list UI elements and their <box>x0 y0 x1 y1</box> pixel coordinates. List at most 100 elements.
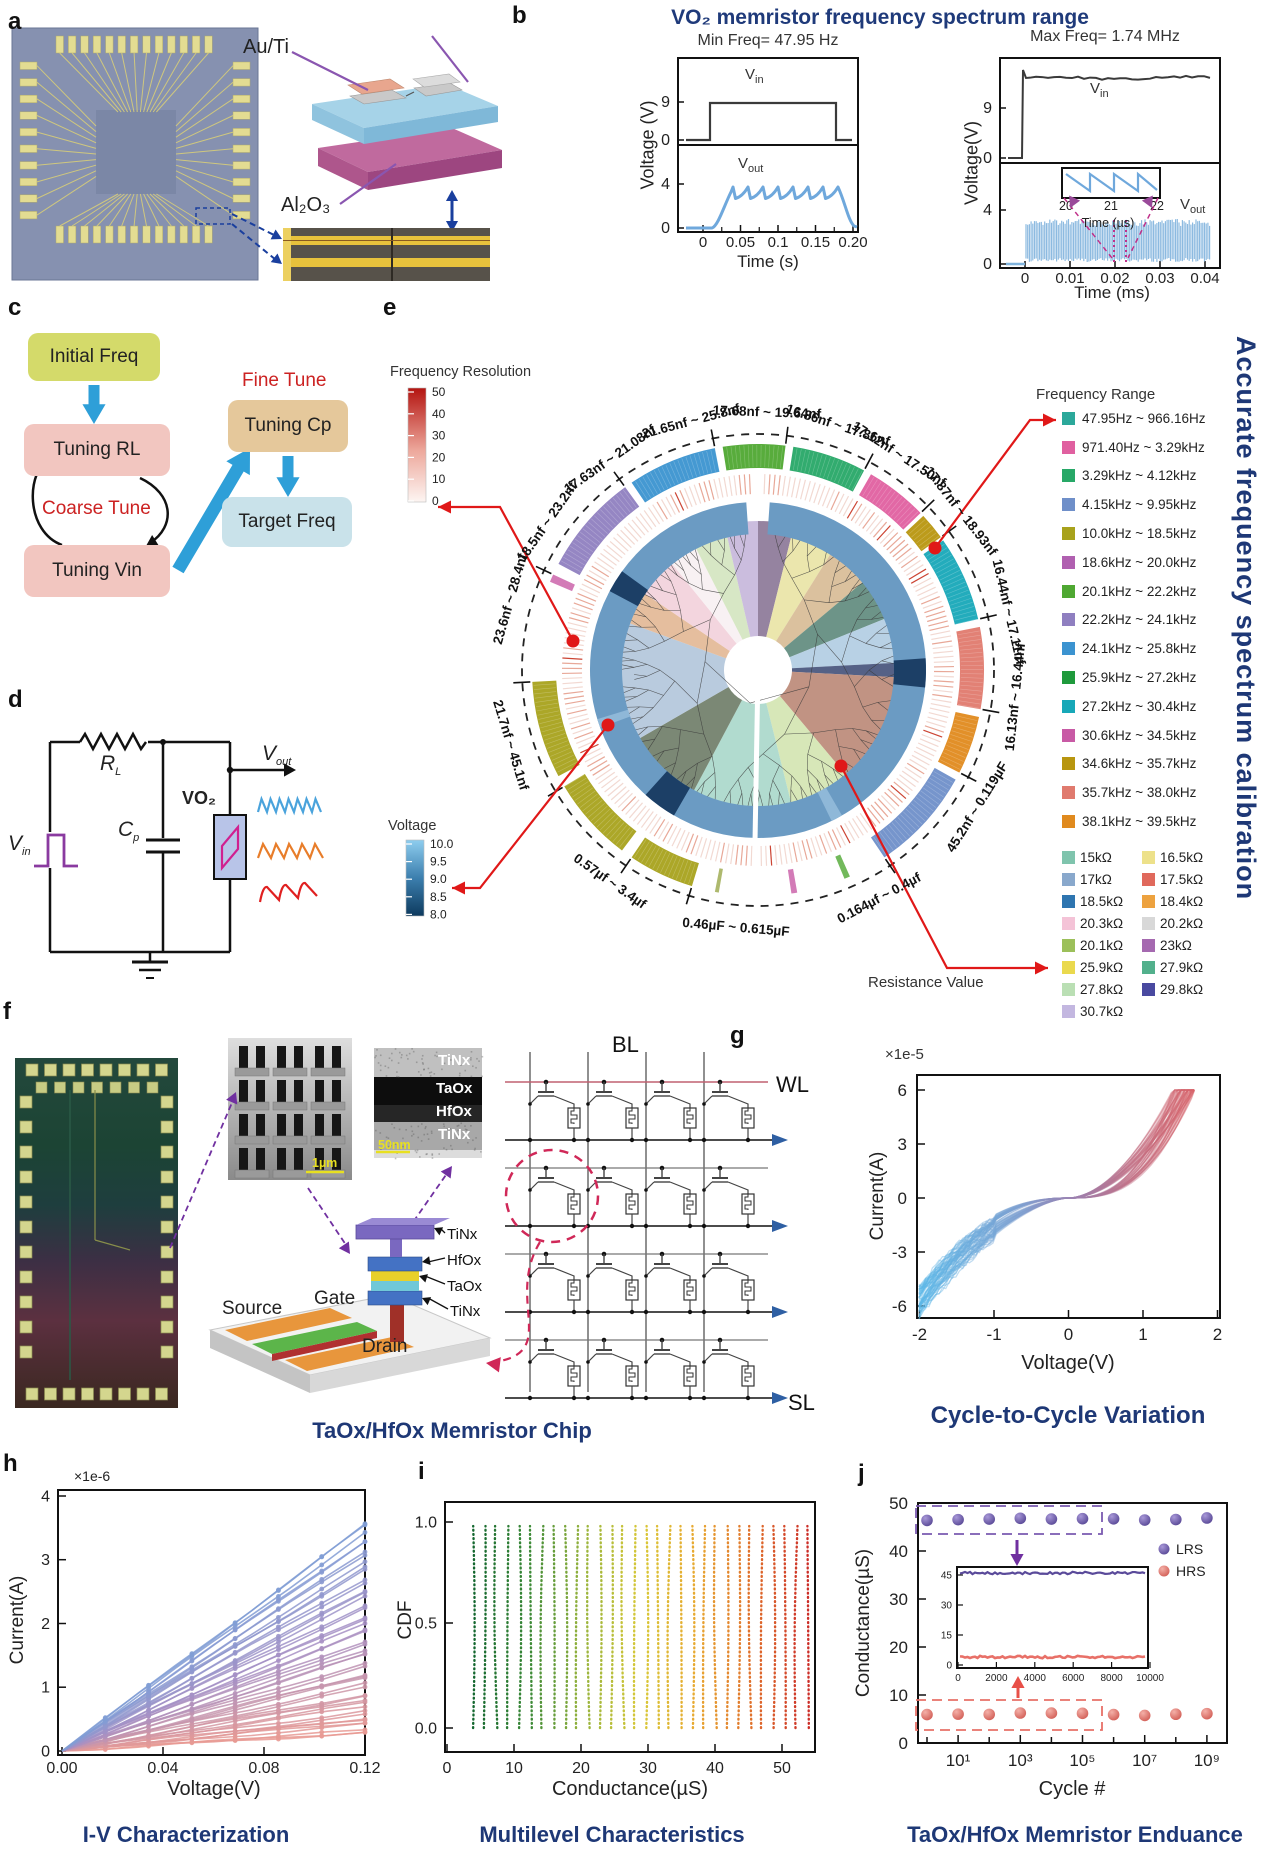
tick-label: 8.0 <box>430 907 447 921</box>
resistance-legend-row: 20.3kΩ 20.2kΩ <box>1062 912 1222 934</box>
stack-layer-4: TiNx <box>450 1303 481 1320</box>
tick-label: 0.1 <box>768 234 789 251</box>
tick-label: 10⁵ <box>1069 1751 1095 1770</box>
panel-b-title: VO₂ memristor frequency spectrum range <box>671 6 1089 29</box>
g-ylabel: Current(A) <box>867 1151 888 1241</box>
panel-i-label: i <box>418 1458 425 1485</box>
bitline-label: BL <box>612 1032 639 1057</box>
node-tuning-cp: Tuning Cp <box>228 400 348 452</box>
resistance-legend-item: 20.2kΩ <box>1142 912 1222 934</box>
panel-j-label: j <box>858 1460 865 1487</box>
tick-label: 10 <box>505 1760 523 1777</box>
tick-label: 1 <box>41 1680 50 1697</box>
g-xlabel: Voltage(V) <box>1021 1352 1115 1374</box>
panel-b-graphics: 0 0.05 0.1 0.15 0.20 9 0 4 0 0 0.01 0.02 0.03 0.04 9 0 4… <box>661 57 1221 287</box>
legend-swatch <box>1062 728 1075 742</box>
tick-label: 0.03 <box>1145 270 1174 287</box>
freq-res-title: Frequency Resolution <box>390 364 532 380</box>
stack-layer-1: TiNx <box>447 1226 478 1243</box>
j-legend-lrs: LRS <box>1176 1541 1204 1557</box>
tick-label: 8000 <box>1100 1673 1123 1684</box>
resistance-legend-item: 27.8kΩ <box>1062 978 1142 1000</box>
tick-label: 6000 <box>1062 1673 1085 1684</box>
resistance-legend: 15kΩ 16.5kΩ 17kΩ 17.5kΩ 18.5kΩ 18.4kΩ 20.3kΩ 20… <box>1062 846 1222 1022</box>
legend-swatch <box>1062 555 1075 569</box>
panel-i-graphics: 1.0 0.5 0.0 0 10 20 30 40 50 <box>415 1501 816 1777</box>
freq-range-legend-item: 10.0kHz ~ 18.5kHz <box>1062 519 1205 548</box>
b-right-vout-label: Vout <box>1180 196 1206 216</box>
substrate-label: Al₂O₃ <box>281 194 331 216</box>
tick-label: 0 <box>1021 270 1029 287</box>
panel-f-caption: TaOx/HfOx Memristor Chip <box>312 1418 592 1443</box>
tick-label: 0.02 <box>1100 270 1129 287</box>
rl-label: RL <box>100 752 122 779</box>
tick-label: 40 <box>706 1760 724 1777</box>
panel-e-graphics: 50 40 30 20 10 0 10.0 9.5 9.0 8.5 8.0 <box>405 385 1056 975</box>
tick-label: 0 <box>946 1661 952 1672</box>
tick-label: 0.00 <box>46 1760 77 1777</box>
freq-range-legend: 47.95Hz ~ 966.16Hz 971.40Hz ~ 3.29kHz 3.29… <box>1062 404 1205 836</box>
tick-label: 2000 <box>985 1673 1008 1684</box>
freq-range-legend-item: 24.1kHz ~ 25.8kHz <box>1062 634 1205 663</box>
resistance-legend-row: 17kΩ 17.5kΩ <box>1062 868 1222 890</box>
tick-label: 50 <box>773 1760 791 1777</box>
tick-label: 10³ <box>1008 1751 1033 1770</box>
tick-label: 40 <box>889 1542 908 1561</box>
legend-swatch <box>1062 527 1075 541</box>
tick-label: 0 <box>898 1189 907 1208</box>
tick-label: 0 <box>432 494 439 508</box>
resistance-legend-row: 27.8kΩ 29.8kΩ <box>1062 978 1222 1000</box>
panel-c-label: c <box>8 294 22 321</box>
tick-label: 0 <box>443 1760 452 1777</box>
tick-label: 6 <box>898 1081 907 1100</box>
vout-label: Vout <box>262 742 292 769</box>
stack-layer-3: TaOx <box>447 1278 483 1295</box>
tick-label: 0 <box>699 234 707 251</box>
tick-label: 0.5 <box>415 1616 437 1633</box>
h-scale: ×1e-6 <box>74 1468 111 1484</box>
freq-range-legend-item: 38.1kHz ~ 39.5kHz <box>1062 807 1205 836</box>
tick-label: 20 <box>1059 199 1073 213</box>
tem-scalebar-label: 50nm <box>378 1138 411 1152</box>
b-left-xlabel: Time (s) <box>737 252 799 271</box>
tick-label: 9.0 <box>430 872 447 886</box>
tick-label: 22 <box>1150 199 1164 213</box>
max-freq-title: Max Freq= 1.74 MHz <box>1030 28 1180 45</box>
node-initial-freq: Initial Freq <box>28 333 160 381</box>
tem-layer-4: TiNx <box>438 1126 471 1143</box>
electrode-label: Au/Ti <box>243 36 289 58</box>
tick-label: 10⁹ <box>1194 1751 1220 1770</box>
fine-tune-label: Fine Tune <box>242 370 327 391</box>
resistance-legend-item: 15kΩ <box>1062 846 1142 868</box>
tick-label: 3 <box>41 1552 50 1569</box>
panel-b-label: b <box>512 2 527 29</box>
resistance-legend-item: 27.9kΩ <box>1142 956 1222 978</box>
panel-h-graphics: 4 3 2 1 00.00 0.04 0.08 0.12 <box>41 1489 381 1778</box>
freq-range-legend-item: 4.15kHz ~ 9.95kHz <box>1062 490 1205 519</box>
g-scale: ×1e-5 <box>885 1046 924 1063</box>
b-right-ylabel: Voltage(V) <box>961 120 982 206</box>
freq-range-legend-item: 971.40Hz ~ 3.29kHz <box>1062 433 1205 462</box>
tick-label: -1 <box>986 1325 1001 1344</box>
tick-label: 30 <box>889 1590 908 1609</box>
resistance-legend-row: 15kΩ 16.5kΩ <box>1062 846 1222 868</box>
tick-label: 0.05 <box>726 234 755 251</box>
freq-range-legend-item: 34.6kHz ~ 35.7kHz <box>1062 750 1205 779</box>
sem-scalebar-label: 1µm <box>312 1156 338 1170</box>
resistance-legend-item: 17.5kΩ <box>1142 868 1222 890</box>
b-inset-xlabel: Time (µs) <box>1081 216 1135 230</box>
tick-label: 0 <box>899 1734 908 1753</box>
legend-swatch <box>1062 411 1075 425</box>
tick-label: 1.0 <box>415 1515 437 1532</box>
tick-label: 10000 <box>1136 1673 1164 1684</box>
legend-swatch <box>1062 498 1075 512</box>
b-right-xlabel: Time (ms) <box>1074 283 1150 302</box>
tick-label: 40 <box>432 407 446 421</box>
legend-swatch <box>1062 757 1075 771</box>
panel-g-caption: Cycle-to-Cycle Variation <box>930 1402 1206 1429</box>
panel-f-label: f <box>3 998 11 1025</box>
tick-label: 0 <box>955 1673 961 1684</box>
panel-d-label: d <box>8 686 23 713</box>
